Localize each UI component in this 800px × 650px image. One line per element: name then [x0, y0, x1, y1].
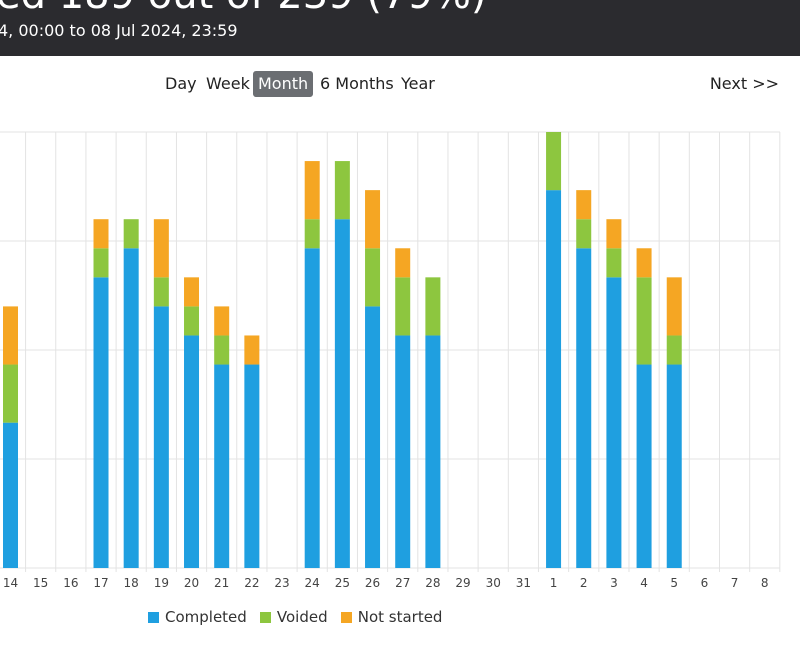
- bar-not-started: [365, 190, 381, 249]
- x-tick-label: 4: [640, 576, 648, 590]
- period-month[interactable]: Month: [253, 71, 314, 97]
- stacked-bar-chart: 14 15 16 17 18 19 20 21 22 23 24 25 26 27 28 29 30 31 1 2 3 4…: [0, 131, 781, 590]
- bar-completed: [576, 248, 592, 568]
- legend-completed[interactable]: Completed: [148, 607, 247, 627]
- bar-completed: [666, 364, 682, 568]
- x-tick-label: 23: [274, 576, 289, 590]
- bar-completed: [214, 364, 230, 568]
- x-tick-label: 20: [184, 576, 199, 590]
- bar-voided: [93, 248, 109, 278]
- legend-voided[interactable]: Voided: [259, 607, 328, 627]
- bar-completed: [184, 335, 200, 568]
- bar-completed: [546, 190, 562, 568]
- bar-not-started: [3, 306, 18, 365]
- bar-voided: [214, 335, 230, 365]
- x-tick-label: 17: [93, 576, 108, 590]
- x-tick-label: 21: [214, 576, 229, 590]
- x-tick-label: 19: [154, 576, 169, 590]
- not-started-swatch: [340, 612, 352, 623]
- bar-completed: [123, 248, 139, 568]
- x-tick-label: 25: [335, 576, 350, 590]
- x-tick-label: 31: [516, 576, 531, 590]
- x-tick-label: 1: [550, 576, 558, 590]
- bar-not-started: [666, 277, 682, 336]
- bar-completed: [93, 277, 109, 568]
- x-tick-label: 15: [33, 576, 48, 590]
- bar-completed: [636, 364, 652, 568]
- legend-not-started[interactable]: Not started: [340, 607, 443, 627]
- x-tick-label: 27: [395, 576, 410, 590]
- period-day[interactable]: Day: [165, 74, 197, 93]
- bar-not-started: [93, 219, 109, 249]
- bar-voided: [365, 248, 381, 307]
- legend-not-started-label: Not started: [357, 608, 443, 626]
- bar-not-started: [606, 219, 622, 249]
- page-title: ed 189 out of 239 (79%): [0, 0, 486, 18]
- bar-not-started: [184, 277, 200, 307]
- bar-completed: [244, 364, 260, 568]
- voided-swatch: [259, 612, 271, 623]
- bar-completed: [304, 248, 320, 568]
- bar-completed: [334, 219, 350, 568]
- x-tick-label: 5: [670, 576, 678, 590]
- bar-not-started: [576, 190, 592, 220]
- bar-voided: [123, 219, 139, 249]
- legend-voided-label: Voided: [276, 608, 328, 626]
- bar-not-started: [244, 335, 260, 365]
- x-tick-label: 6: [701, 576, 709, 590]
- bar-voided: [425, 277, 441, 336]
- x-tick-label: 22: [244, 576, 259, 590]
- bar-voided: [606, 248, 622, 278]
- x-tick-label: 26: [365, 576, 380, 590]
- bar-completed: [153, 306, 169, 568]
- bar-voided: [636, 277, 652, 365]
- bar-completed: [425, 335, 441, 568]
- bar-voided: [304, 219, 320, 249]
- bar-voided: [546, 132, 562, 191]
- x-tick-label: 7: [731, 576, 739, 590]
- bar-completed: [395, 335, 411, 568]
- x-tick-label: 18: [124, 576, 139, 590]
- bar-not-started: [153, 219, 169, 278]
- period-week[interactable]: Week: [206, 74, 250, 93]
- bar-voided: [666, 335, 682, 365]
- date-range: 4, 00:00 to 08 Jul 2024, 23:59: [0, 21, 238, 40]
- bar-voided: [184, 306, 200, 336]
- completed-swatch: [148, 612, 159, 623]
- x-tick-label: 28: [425, 576, 440, 590]
- bar-voided: [576, 219, 592, 249]
- bar-not-started: [304, 161, 320, 220]
- bar-completed: [3, 422, 18, 568]
- x-tick-label: 8: [761, 576, 769, 590]
- x-tick-label: 14: [3, 576, 18, 590]
- next-button[interactable]: Next >>: [709, 74, 779, 93]
- bar-voided: [3, 364, 18, 423]
- x-tick-label: 29: [455, 576, 470, 590]
- bar-completed: [365, 306, 381, 568]
- bar-not-started: [636, 248, 652, 278]
- x-tick-label: 30: [486, 576, 501, 590]
- x-tick-label: 2: [580, 576, 588, 590]
- bar-not-started: [214, 306, 230, 336]
- x-tick-label: 3: [610, 576, 618, 590]
- bar-voided: [334, 161, 350, 220]
- legend-completed-label: Completed: [165, 608, 247, 626]
- x-tick-label: 24: [305, 576, 320, 590]
- period-selector: Day Week Month 6 Months Year Next >>: [0, 71, 800, 97]
- report-header: ed 189 out of 239 (79%) 4, 00:00 to 08 J…: [0, 0, 800, 56]
- bar-completed: [606, 277, 622, 568]
- x-tick-label: 16: [63, 576, 78, 590]
- bar-not-started: [395, 248, 411, 278]
- period-6-months[interactable]: 6 Months: [320, 74, 394, 93]
- bar-voided: [153, 277, 169, 307]
- chart-legend: Completed Voided Not started: [148, 607, 450, 627]
- bar-voided: [395, 277, 411, 336]
- period-year[interactable]: Year: [401, 74, 435, 93]
